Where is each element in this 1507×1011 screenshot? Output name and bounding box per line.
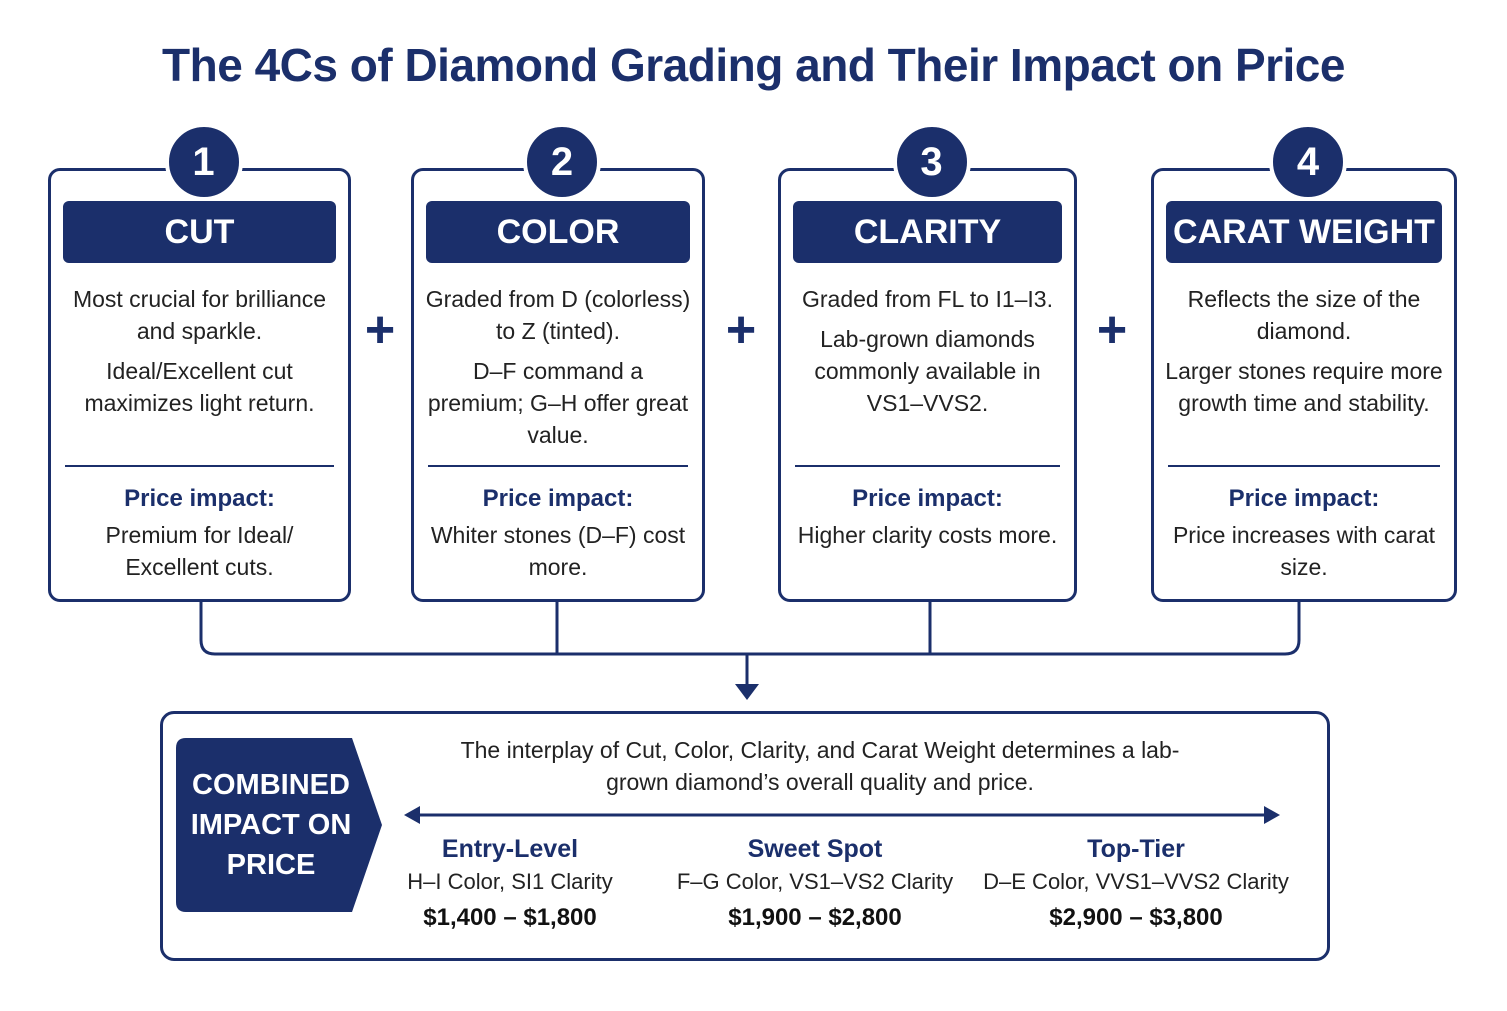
tier-name: Top-Tier (1087, 835, 1185, 863)
description-line: Larger stones require more growth time a… (1165, 358, 1443, 416)
card-description: Reflects the size of the diamond. Larger… (1162, 283, 1446, 427)
card-cut: 1 CUT Most crucial for brilliance and sp… (48, 123, 351, 602)
combined-summary: The interplay of Cut, Color, Clarity, an… (460, 737, 1180, 795)
down-arrow-icon (735, 684, 759, 700)
description-line: Lab-grown diamonds commonly available in… (814, 326, 1041, 416)
arrow-right-icon (1264, 806, 1280, 824)
card-carat-weight: 4 CARAT WEIGHT Reflects the size of the … (1151, 123, 1457, 602)
card-heading: CARAT WEIGHT (1166, 201, 1442, 263)
tier-price: $1,900 – $2,800 (728, 904, 902, 931)
price-impact-text: Whiter stones (D–F) cost more. (430, 522, 686, 580)
page-title: The 4Cs of Diamond Grading and Their Imp… (162, 39, 1345, 91)
tier-sweet-spot: Sweet Spot F–G Color, VS1–VS2 Clarity $1… (655, 832, 975, 938)
tier-top-tier: Top-Tier D–E Color, VVS1–VVS2 Clarity $2… (976, 832, 1296, 938)
card-color: 2 COLOR Graded from D (colorless) to Z (… (411, 123, 705, 602)
divider (428, 465, 688, 467)
tier-name: Sweet Spot (747, 835, 883, 863)
card-heading: COLOR (426, 201, 690, 263)
divider (65, 465, 334, 467)
tier-name: Entry-Level (441, 835, 579, 863)
tier-spec: F–G Color, VS1–VS2 Clarity (676, 869, 954, 894)
card-description: Most crucial for brilliance and sparkle.… (59, 283, 340, 427)
divider (795, 465, 1060, 467)
tier-price: $1,400 – $1,800 (423, 904, 597, 931)
description-line: Graded from FL to I1–I3. (802, 286, 1053, 312)
description-line: Reflects the size of the diamond. (1187, 286, 1421, 344)
step-number-badge: 3 (892, 123, 971, 201)
price-impact-text: Price increases with carat size. (1172, 522, 1436, 580)
price-impact-text: Higher clarity costs more. (797, 522, 1058, 548)
arrow-left-icon (404, 806, 420, 824)
divider (1168, 465, 1440, 467)
tier-spec: H–I Color, SI1 Clarity (407, 869, 613, 894)
combined-impact-badge: COMBINED IMPACT ON PRICE (176, 738, 386, 912)
price-impact-label: Price impact: (124, 485, 275, 512)
price-impact-text: Premium for Ideal/ Excellent cuts. (105, 522, 294, 580)
description-line: Most crucial for brilliance and sparkle. (72, 286, 327, 344)
description-line: Graded from D (colorless) to Z (tinted). (425, 286, 691, 344)
card-heading: CUT (63, 201, 336, 263)
tier-price: $2,900 – $3,800 (1049, 904, 1223, 931)
card-heading: CLARITY (793, 201, 1062, 263)
card-description: Graded from D (colorless) to Z (tinted).… (422, 283, 694, 459)
card-description: Graded from FL to I1–I3. Lab-grown diamo… (789, 283, 1066, 427)
step-number-badge: 4 (1269, 123, 1347, 201)
badge-shape (176, 738, 382, 912)
plus-icon: + (725, 301, 757, 359)
step-number-badge: 1 (164, 123, 243, 201)
description-line: D–F command a premium; G–H offer great v… (427, 358, 689, 448)
plus-icon: + (1096, 301, 1128, 359)
tier-spec: D–E Color, VVS1–VVS2 Clarity (983, 869, 1289, 894)
plus-icon: + (364, 301, 396, 359)
card-clarity: 3 CLARITY Graded from FL to I1–I3. Lab-g… (778, 123, 1077, 602)
price-impact-label: Price impact: (1228, 485, 1380, 512)
price-impact-label: Price impact: (482, 485, 634, 512)
price-impact-label: Price impact: (852, 485, 1003, 512)
description-line: Ideal/Excellent cut maximizes light retu… (84, 358, 315, 416)
badge-label: COMBINED IMPACT ON PRICE (190, 769, 352, 881)
tier-entry-level: Entry-Level H–I Color, SI1 Clarity $1,40… (350, 832, 670, 938)
step-number-badge: 2 (523, 123, 601, 201)
